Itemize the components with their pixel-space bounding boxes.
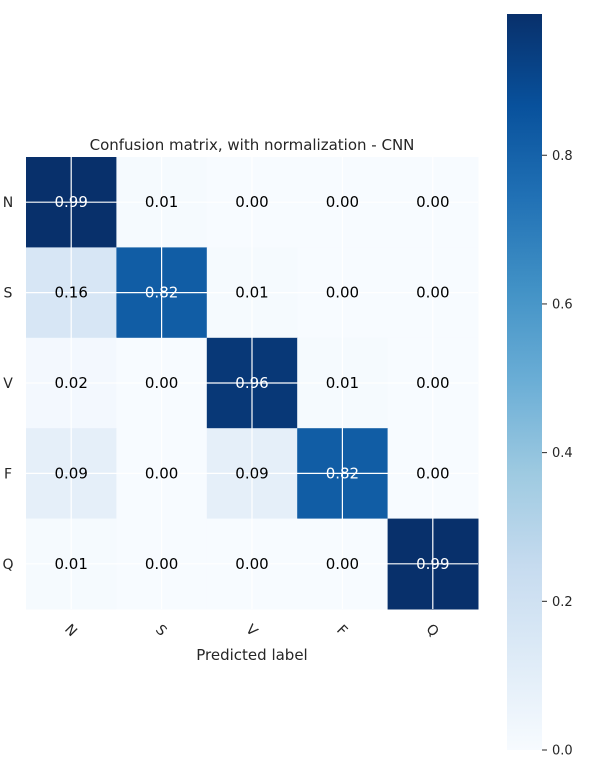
colorbar-gradient bbox=[507, 14, 542, 750]
cell-value-label: 0.00 bbox=[145, 555, 178, 573]
cell-value-label: 0.99 bbox=[54, 193, 87, 211]
cell-value-label: 0.00 bbox=[145, 464, 178, 482]
y-tick-label: S bbox=[4, 286, 13, 302]
colorbar-tick-label: 0.4 bbox=[552, 446, 573, 461]
y-tick-label: F bbox=[4, 466, 12, 482]
cell-value-label: 0.01 bbox=[326, 374, 359, 392]
y-tick-label: V bbox=[3, 376, 13, 392]
x-axis-label: Predicted label bbox=[196, 646, 307, 664]
x-tick-label: Q bbox=[423, 621, 442, 640]
cell-value-label: 0.00 bbox=[416, 284, 449, 302]
cell-value-labels: 0.99 0.01 0.00 0.00 0.00 0.16 0.82 0.01 0.00 0.00… bbox=[54, 193, 449, 573]
cell-value-label: 0.00 bbox=[145, 374, 178, 392]
colorbar-tick-label: 0.6 bbox=[552, 297, 573, 312]
cell-value-label: 0.01 bbox=[145, 193, 178, 211]
cell-value-label: 0.00 bbox=[326, 193, 359, 211]
colorbar-tick-label: 0.2 bbox=[552, 595, 573, 610]
cell-value-label: 0.00 bbox=[326, 284, 359, 302]
colorbar: 0.0 0.2 0.4 0.6 0.8 bbox=[507, 14, 573, 759]
cell-value-label: 0.96 bbox=[235, 374, 268, 392]
cell-value-label: 0.02 bbox=[54, 374, 87, 392]
cell-value-label: 0.16 bbox=[54, 284, 87, 302]
cell-value-label: 0.09 bbox=[54, 464, 87, 482]
cell-value-label: 0.00 bbox=[416, 193, 449, 211]
cell-value-label: 0.00 bbox=[235, 555, 268, 573]
grid-lines bbox=[26, 157, 478, 609]
colorbar-tick-label: 0.8 bbox=[552, 149, 573, 164]
cell-value-label: 0.82 bbox=[145, 284, 178, 302]
x-tick-label: V bbox=[242, 622, 260, 640]
chart-title: Confusion matrix, with normalization - C… bbox=[90, 136, 415, 154]
cell-value-label: 0.01 bbox=[54, 555, 87, 573]
x-tick-label: N bbox=[61, 621, 80, 640]
cell-value-label: 0.00 bbox=[235, 193, 268, 211]
y-tick-label: Q bbox=[2, 557, 13, 573]
cell-value-label: 0.01 bbox=[235, 284, 268, 302]
cell-value-label: 0.99 bbox=[416, 555, 449, 573]
cell-value-label: 0.00 bbox=[416, 464, 449, 482]
cell-value-label: 0.00 bbox=[326, 555, 359, 573]
colorbar-ticks: 0.0 0.2 0.4 0.6 0.8 bbox=[542, 149, 573, 759]
cell-value-label: 0.82 bbox=[326, 464, 359, 482]
cell-value-label: 0.09 bbox=[235, 464, 268, 482]
x-tick-label: S bbox=[152, 622, 170, 640]
y-tick-label: N bbox=[3, 195, 13, 211]
y-tick-labels: N S V F Q bbox=[2, 195, 13, 573]
x-tick-label: F bbox=[333, 622, 350, 639]
colorbar-tick-label: 0.0 bbox=[552, 744, 573, 759]
cell-value-label: 0.00 bbox=[416, 374, 449, 392]
